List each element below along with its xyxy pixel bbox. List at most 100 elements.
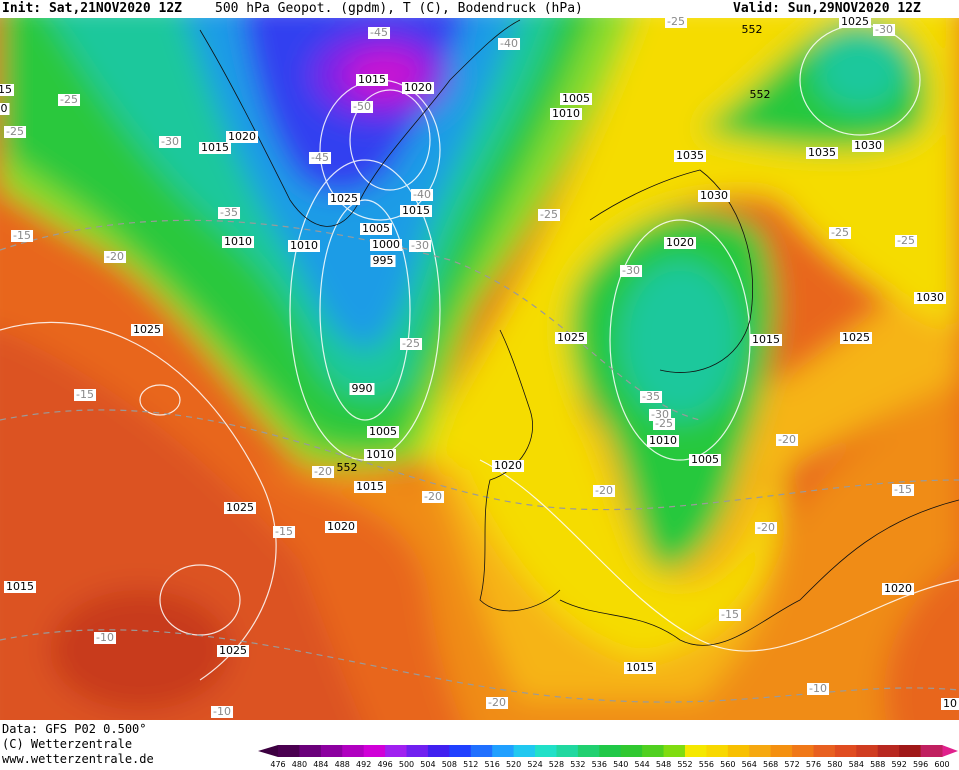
temperature-label: -15 bbox=[11, 229, 33, 242]
colorbar-label: 564 bbox=[742, 760, 757, 769]
colorbar-cell bbox=[663, 745, 686, 757]
colorbar-cell bbox=[363, 745, 386, 757]
pressure-label: 1010 bbox=[364, 448, 396, 461]
pressure-label: 1025 bbox=[839, 15, 871, 28]
geopotential-label: 552 bbox=[741, 23, 763, 36]
temperature-label: -45 bbox=[368, 26, 390, 39]
pressure-label: 1030 bbox=[698, 189, 730, 202]
colorbar-label: 548 bbox=[656, 760, 671, 769]
temperature-label: -10 bbox=[211, 705, 233, 718]
temperature-label: -20 bbox=[312, 465, 334, 478]
colorbar-cell bbox=[749, 745, 772, 757]
temperature-label: -40 bbox=[498, 37, 520, 50]
temperature-label: -20 bbox=[755, 521, 777, 534]
temperature-label: -25 bbox=[653, 417, 675, 430]
colorbar-label: 580 bbox=[827, 760, 842, 769]
data-source: Data: GFS P02 0.500° bbox=[2, 722, 147, 736]
colorbar-label: 532 bbox=[570, 760, 585, 769]
pressure-label: 1015 bbox=[354, 480, 386, 493]
pressure-label: 10 bbox=[941, 697, 959, 710]
temperature-label: -15 bbox=[892, 483, 914, 496]
temperature-label: -25 bbox=[538, 208, 560, 221]
header: Init: Sat,21NOV2020 12Z 500 hPa Geopot. … bbox=[0, 0, 959, 18]
colorbar-cell bbox=[427, 745, 450, 757]
pressure-label: 1015 bbox=[624, 661, 656, 674]
colorbar-cell bbox=[577, 745, 600, 757]
pressure-label: 1025 bbox=[217, 644, 249, 657]
colorbar-arrow-right bbox=[942, 745, 958, 757]
pressure-label: 1020 bbox=[402, 81, 434, 94]
pressure-label: 1030 bbox=[852, 139, 884, 152]
colorbar-cell bbox=[470, 745, 493, 757]
colorbar-cell bbox=[642, 745, 665, 757]
colorbar-cell bbox=[620, 745, 643, 757]
colorbar-label: 572 bbox=[784, 760, 799, 769]
colorbar-label: 544 bbox=[634, 760, 649, 769]
copyright: (C) Wetterzentrale bbox=[2, 737, 133, 751]
colorbar-label: 528 bbox=[549, 760, 564, 769]
temperature-label: -25 bbox=[895, 234, 917, 247]
temperature-label: -30 bbox=[873, 23, 895, 36]
temperature-label: -15 bbox=[719, 608, 741, 621]
pressure-label: 1015 bbox=[400, 204, 432, 217]
colorbar-cell bbox=[299, 745, 322, 757]
colorbar-label: 516 bbox=[485, 760, 500, 769]
pressure-label: 990 bbox=[349, 382, 375, 395]
pressure-label: 1020 bbox=[325, 520, 357, 533]
temperature-label: -30 bbox=[620, 264, 642, 277]
pressure-label: 1015 bbox=[199, 141, 231, 154]
pressure-label: 1035 bbox=[806, 146, 838, 159]
pressure-label: 1015 bbox=[356, 73, 388, 86]
temperature-label: -25 bbox=[665, 15, 687, 28]
colorbar-cell bbox=[342, 745, 365, 757]
colorbar-label: 584 bbox=[849, 760, 864, 769]
temperature-label: -15 bbox=[273, 525, 295, 538]
pressure-label: 1020 bbox=[882, 582, 914, 595]
colorbar-label: 512 bbox=[463, 760, 478, 769]
colorbar-cell bbox=[792, 745, 814, 757]
temperature-label: -50 bbox=[351, 100, 373, 113]
pressure-label: 1025 bbox=[840, 331, 872, 344]
pressure-label: 1010 bbox=[288, 239, 320, 252]
colorbar-label: 504 bbox=[420, 760, 435, 769]
colorbar-cell bbox=[877, 745, 900, 757]
colorbar-cell bbox=[770, 745, 793, 757]
pressure-label: 995 bbox=[370, 254, 396, 267]
colorbar-label: 596 bbox=[913, 760, 928, 769]
temperature-label: -30 bbox=[159, 135, 181, 148]
colorbar-label: 552 bbox=[677, 760, 692, 769]
pressure-label: 1005 bbox=[689, 453, 721, 466]
temperature-label: -20 bbox=[422, 490, 444, 503]
temperature-label: -30 bbox=[409, 239, 431, 252]
temperature-label: -35 bbox=[640, 390, 662, 403]
colorbar-label: 556 bbox=[699, 760, 714, 769]
map bbox=[0, 18, 959, 720]
colorbar-label: 508 bbox=[442, 760, 457, 769]
colorbar-cell bbox=[599, 745, 622, 757]
colorbar-cell bbox=[920, 745, 943, 757]
pressure-label: 1000 bbox=[370, 238, 402, 251]
colorbar-label: 500 bbox=[399, 760, 414, 769]
temperature-label: -35 bbox=[218, 206, 240, 219]
isotherms bbox=[0, 219, 959, 703]
temperature-label: -20 bbox=[776, 433, 798, 446]
colorbar-label: 568 bbox=[763, 760, 778, 769]
colorbar-label: 592 bbox=[892, 760, 907, 769]
pressure-label: 1025 bbox=[224, 501, 256, 514]
pressure-label: 1005 bbox=[367, 425, 399, 438]
colorbar-cell bbox=[706, 745, 729, 757]
pressure-label: 1020 bbox=[492, 459, 524, 472]
colorbar-label: 540 bbox=[613, 760, 628, 769]
temperature-label: -25 bbox=[829, 226, 851, 239]
colorbar-label: 488 bbox=[335, 760, 350, 769]
colorbar-label: 600 bbox=[934, 760, 949, 769]
valid-time: Valid: Sun,29NOV2020 12Z bbox=[733, 1, 921, 16]
geopotential-field bbox=[0, 18, 959, 720]
colorbar-cell bbox=[813, 745, 836, 757]
temperature-label: -25 bbox=[58, 93, 80, 106]
colorbar-cell bbox=[449, 745, 472, 757]
colorbar-label: 480 bbox=[292, 760, 307, 769]
colorbar-cell bbox=[727, 745, 750, 757]
colorbar-label: 476 bbox=[270, 760, 285, 769]
